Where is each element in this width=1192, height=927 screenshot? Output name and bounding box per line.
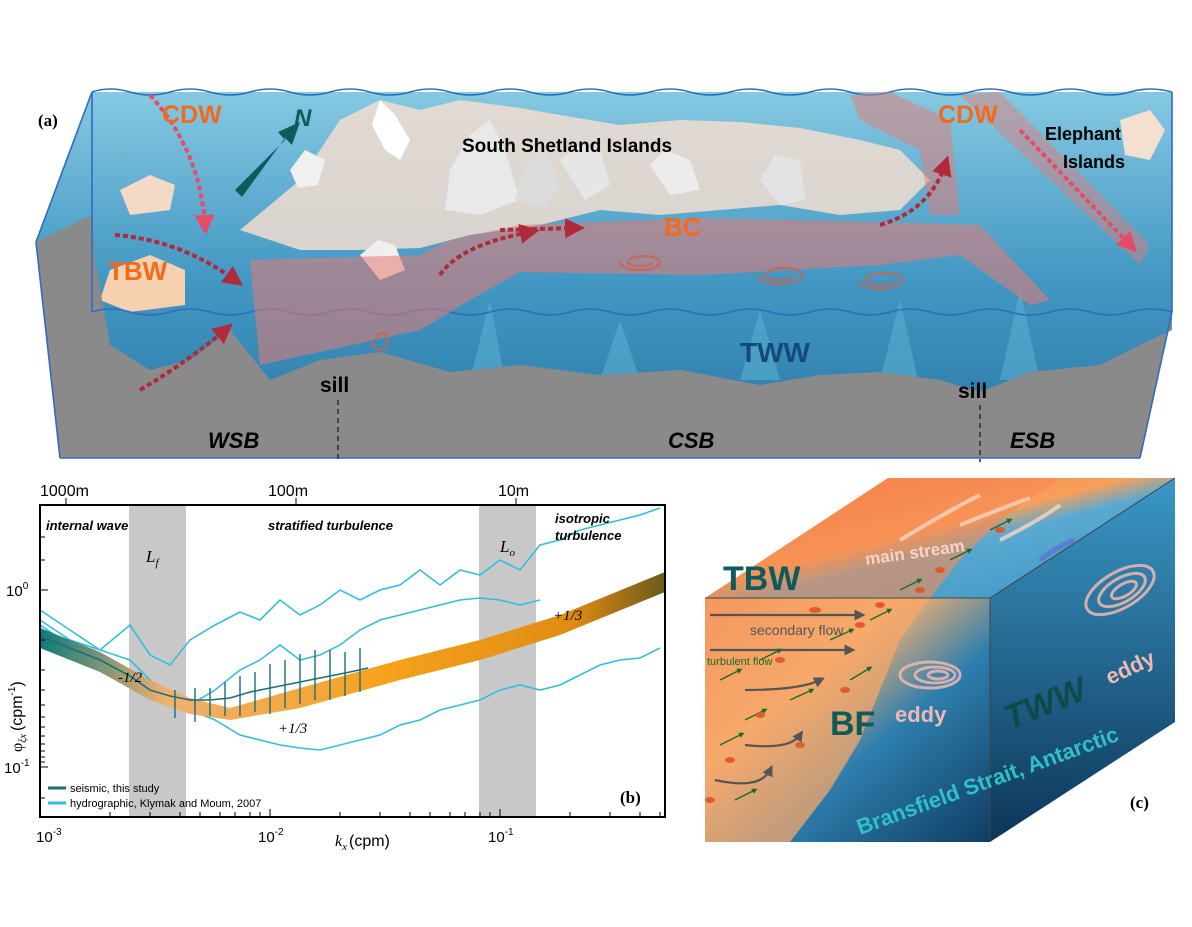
isotropic-label-line1: isotropic xyxy=(555,511,611,526)
bf-label: BF xyxy=(830,705,875,743)
legend-hydro-label: hydrographic, Klymak and Moum, 2007 xyxy=(70,798,261,810)
spectral-slope-band xyxy=(40,572,665,720)
elephant-label-line1: Elephant xyxy=(1045,124,1121,144)
eddy-spiral xyxy=(370,331,390,352)
bc-label: BC xyxy=(664,212,702,242)
panel-c: TBW main stream secondary flow turbulent… xyxy=(705,477,1176,842)
tbw-arrow-lower xyxy=(138,323,233,392)
tww-label-a: TWW xyxy=(740,337,811,368)
x-tick-1e-3: 10-3 xyxy=(36,827,62,846)
isotropic-label-line2: turbulence xyxy=(555,528,621,543)
bc-arrow-b xyxy=(499,218,585,239)
legend-seismic-label: seismic, this study xyxy=(70,783,160,795)
panel-b-legend: seismic, this study hydrographic, Klymak… xyxy=(48,783,261,810)
slope-minus-half: -1/2 xyxy=(118,670,143,686)
panel-a-label: (a) xyxy=(38,111,58,130)
south-shetland-label: South Shetland Islands xyxy=(462,136,672,157)
secondary-flow-label: secondary flow xyxy=(750,622,844,638)
sill-left-label: sill xyxy=(320,374,349,397)
seismic-curve xyxy=(39,635,369,701)
elephant-label-line2: Islands xyxy=(1063,152,1125,172)
hydro-upper-curve xyxy=(39,507,661,667)
sill-right-label: sill xyxy=(958,380,987,403)
eddy-spiral xyxy=(856,271,904,291)
bransfield-current-band xyxy=(250,218,1050,365)
tbw-arrow-upper xyxy=(114,233,244,286)
panel-a-seafloor xyxy=(36,215,1172,458)
secondary-flow-arrows xyxy=(710,609,866,785)
front-top xyxy=(705,478,1060,598)
turbulent-flow-arrows xyxy=(719,518,1013,801)
cdw-right-label: CDW xyxy=(938,101,998,129)
panel-c-side-face xyxy=(990,478,1175,842)
lo-band xyxy=(479,505,536,817)
north-label: N xyxy=(294,105,312,132)
lf-label: Lf xyxy=(145,547,160,569)
lf-band xyxy=(129,505,186,817)
x-axis-label: kx (cpm) xyxy=(335,833,390,853)
seismic-error-bars xyxy=(174,648,361,722)
panel-b-frame xyxy=(39,504,666,818)
eddy-spiral xyxy=(618,254,662,272)
north-arrow-icon xyxy=(235,122,300,197)
csb-label: CSB xyxy=(668,428,715,453)
turbulence-blobs xyxy=(705,527,1005,803)
panel-c-edges xyxy=(705,477,1176,842)
tbw-label-c: TBW xyxy=(723,560,801,598)
top-axis-1000m: 1000m xyxy=(40,483,89,500)
main-stream-arrows xyxy=(898,493,1062,542)
panel-a: (a) CDW N South Shetland Islands CDW Ele… xyxy=(35,88,1173,462)
seismic-spectrum xyxy=(39,635,369,722)
panel-a-terrain xyxy=(100,100,1165,312)
esb-label: ESB xyxy=(1010,428,1055,453)
y-tick-1e0: 100 xyxy=(6,581,29,600)
blue-flow-arrow xyxy=(1038,537,1076,563)
top-axis-10m: 10m xyxy=(498,483,529,500)
lo-label: Lo xyxy=(499,537,515,559)
panel-b: 1000m 100m 10m internal wave stratified … xyxy=(4,483,666,853)
cdw-left-arrow xyxy=(148,93,215,235)
hydro-mid-curve xyxy=(39,597,541,706)
bc-arrow-c xyxy=(879,155,952,227)
slope-plus-third-mid: +1/3 xyxy=(278,721,307,737)
bc-arrow-a xyxy=(438,223,540,277)
cdw-far-right-band xyxy=(960,92,1150,265)
panel-a-eddies xyxy=(370,254,904,352)
panel-a-arrows xyxy=(114,93,1137,392)
slope-plus-third-right: +1/3 xyxy=(553,608,582,624)
x-tick-1e-2: 10-2 xyxy=(258,827,284,846)
stratified-turbulence-label: stratified turbulence xyxy=(268,518,393,533)
cdw-far-right-arrow xyxy=(1018,128,1137,253)
cdw-left-label: CDW xyxy=(162,101,222,129)
internal-wave-label: internal wave xyxy=(46,518,128,533)
eddy-front-label: eddy xyxy=(895,702,947,727)
panel-a-ridges xyxy=(470,290,1040,380)
tbw-label: TBW xyxy=(108,256,168,286)
cdw-right-band xyxy=(850,92,960,215)
panel-c-eddy-front-icon xyxy=(898,660,962,690)
panel-b-label: (b) xyxy=(620,788,641,807)
panel-c-label: (c) xyxy=(1130,793,1149,812)
eddy-spiral xyxy=(756,266,804,286)
x-tick-1e-1: 10-1 xyxy=(488,827,514,846)
y-axis-label: φξx(cpm-1) xyxy=(7,681,29,752)
y-tick-1e-1: 10-1 xyxy=(4,758,30,777)
wsb-label: WSB xyxy=(208,428,259,453)
panel-b-ticks xyxy=(39,498,661,817)
turbulent-flow-label: turbulent flow xyxy=(707,656,772,668)
panel-c-eddy-side-icon xyxy=(1084,563,1156,617)
top-axis-100m: 100m xyxy=(268,483,308,500)
